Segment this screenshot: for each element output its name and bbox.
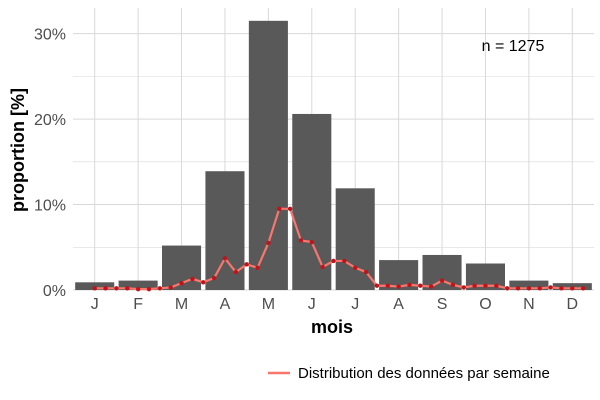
weekly-point: [461, 285, 466, 290]
weekly-point: [580, 286, 586, 291]
weekly-point: [385, 283, 390, 288]
weekly-point: [548, 285, 553, 290]
bar: [118, 280, 158, 290]
weekly-point: [504, 286, 510, 291]
x-tick-label: M: [262, 296, 275, 313]
weekly-point: [374, 283, 380, 288]
weekly-point: [515, 286, 521, 291]
x-tick-label: M: [175, 296, 188, 313]
x-tick-label: D: [567, 296, 579, 313]
x-axis-title: mois: [311, 317, 353, 337]
weekly-point: [277, 206, 282, 212]
weekly-point: [92, 286, 97, 291]
weekly-distribution-line: [94, 207, 584, 291]
weekly-point: [483, 283, 488, 288]
legend: Distribution des données par semaine: [268, 365, 550, 382]
weekly-point: [428, 284, 434, 289]
weekly-point: [211, 275, 217, 281]
x-tick-label: J: [308, 296, 316, 313]
weekly-point: [179, 280, 184, 286]
bar: [205, 171, 245, 290]
weekly-point: [114, 286, 119, 291]
weekly-point: [320, 264, 325, 270]
weekly-point: [287, 206, 293, 212]
weekly-point: [418, 283, 423, 288]
weekly-point: [190, 276, 195, 282]
weekly-point: [526, 286, 532, 291]
weekly-point: [298, 238, 304, 243]
x-tick-label: J: [351, 296, 359, 313]
weekly-point: [255, 265, 260, 270]
weekly-point: [559, 286, 564, 291]
bar: [248, 20, 288, 291]
y-tick-labels: 0% 10% 20% 30%: [34, 27, 66, 300]
weekly-point: [353, 265, 358, 270]
legend-label: Distribution des données par semaine: [298, 365, 550, 382]
x-tick-label: S: [437, 296, 448, 313]
weekly-point: [450, 282, 456, 288]
x-tick-label: F: [133, 296, 143, 313]
y-tick-label: 10%: [34, 198, 66, 215]
y-tick-label: 0%: [43, 283, 66, 300]
y-axis-title: proportion [%]: [8, 88, 28, 212]
weekly-point: [331, 258, 336, 264]
weekly-point: [472, 283, 477, 288]
sample-size-annotation: n = 1275: [482, 38, 545, 55]
weekly-point: [570, 286, 575, 291]
bar: [422, 254, 462, 290]
weekly-point: [233, 269, 239, 275]
bar: [292, 113, 332, 290]
weekly-point: [439, 278, 445, 283]
weekly-point: [266, 240, 271, 246]
weekly-point: [168, 285, 173, 290]
x-tick-label: A: [220, 296, 231, 313]
weekly-point: [537, 286, 542, 291]
weekly-point: [309, 239, 314, 245]
weekly-point: [396, 284, 401, 289]
weekly-line-layer: [92, 206, 586, 292]
x-tick-label: N: [523, 296, 535, 313]
weekly-point: [125, 286, 130, 291]
bar: [509, 280, 549, 290]
y-tick-label: 30%: [34, 27, 66, 44]
weekly-point: [201, 280, 206, 285]
weekly-point: [407, 282, 412, 288]
weekly-point: [146, 286, 152, 292]
weekly-point: [222, 256, 228, 261]
weekly-point: [157, 286, 163, 291]
weekly-point: [342, 258, 347, 264]
bars: [75, 20, 592, 291]
weekly-point: [135, 286, 141, 292]
y-tick-label: 20%: [34, 112, 66, 129]
weekly-point: [244, 262, 249, 267]
weekly-point: [363, 269, 369, 275]
x-tick-label: J: [91, 296, 99, 313]
x-tick-label: A: [393, 296, 404, 313]
weekly-point: [494, 283, 499, 288]
weekly-point: [103, 286, 108, 291]
x-tick-label: O: [479, 296, 491, 313]
